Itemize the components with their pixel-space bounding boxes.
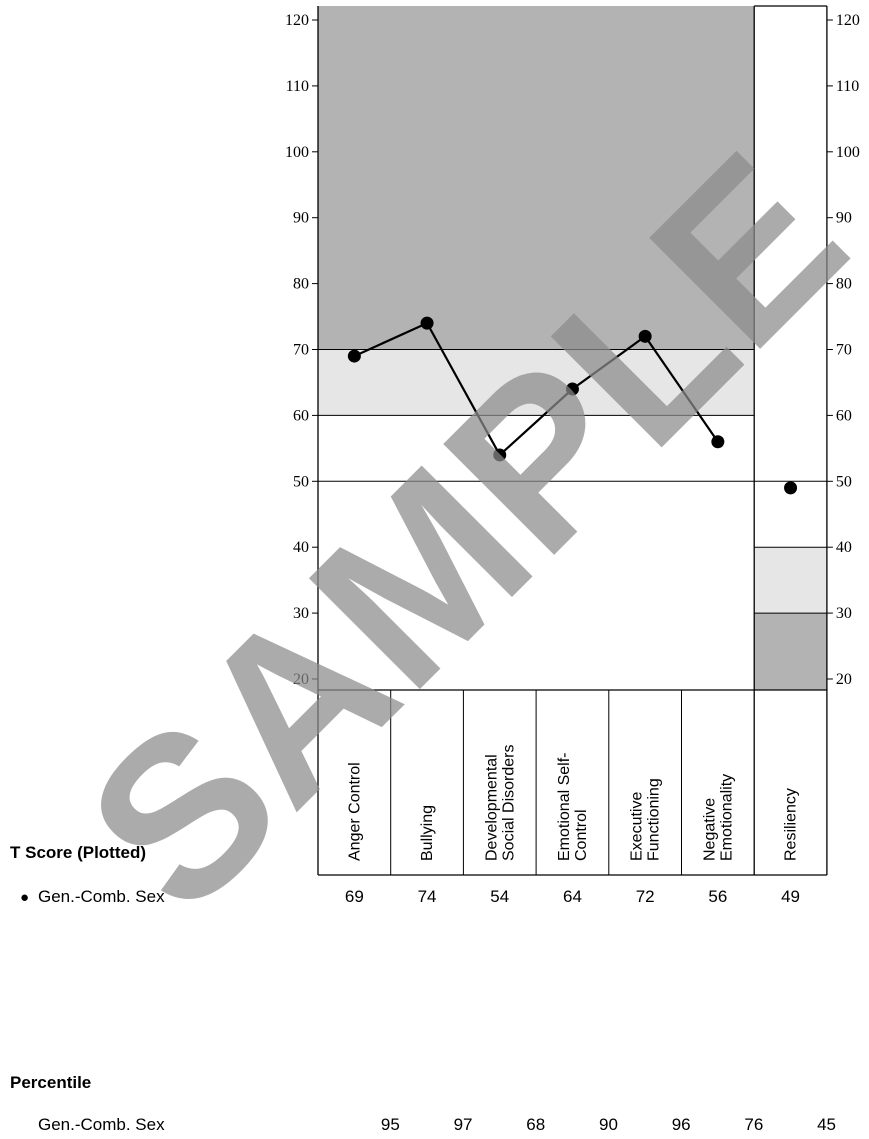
tick-label-right: 90 <box>836 210 852 227</box>
scale-label-line: Emotional Self- <box>556 753 573 862</box>
tick-label-right: 40 <box>836 539 852 556</box>
scale-label-line: Control <box>573 809 590 861</box>
tick-label-right: 20 <box>836 671 852 688</box>
adaptive-band-dark <box>754 613 827 690</box>
tick-label-left: 70 <box>293 342 309 359</box>
data-point <box>638 329 652 343</box>
percentile-value: 97 <box>454 1115 473 1134</box>
tick-label-right: 60 <box>836 407 852 424</box>
t-score-value: 72 <box>636 887 655 906</box>
t-score-value: 64 <box>563 887 582 906</box>
scale-label: Bullying <box>419 805 436 861</box>
tick-label-left: 110 <box>286 78 309 95</box>
left-axis: 20 30 40 50 60 70 80 90 100 110 120 <box>285 12 318 688</box>
tick-label-left: 90 <box>293 210 309 227</box>
data-point <box>420 316 434 330</box>
scale-label: Resiliency <box>783 788 800 861</box>
scale-label: Emotional Self-Control <box>556 753 590 862</box>
percentile-row-label: Gen.-Comb. Sex <box>38 1115 165 1134</box>
reference-lines <box>318 349 827 614</box>
scale-label: NegativeEmotionality <box>701 774 735 861</box>
scale-label-line: Negative <box>701 798 718 861</box>
series-gen-comb-sex <box>347 316 798 495</box>
scale-label-line: Social Disorders <box>500 745 517 861</box>
tick-label-left: 100 <box>285 144 309 161</box>
scale-label: ExecutiveFunctioning <box>629 778 663 861</box>
t-score-value: 54 <box>490 887 509 906</box>
tick-label-left: 120 <box>285 12 309 29</box>
tick-label-left: 30 <box>293 605 309 622</box>
data-point <box>493 448 507 462</box>
scale-label-line: Developmental <box>483 754 500 861</box>
percentile-title: Percentile <box>10 1073 91 1092</box>
data-point <box>347 349 361 363</box>
tick-label-left: 40 <box>293 539 309 556</box>
scale-label-line: Emotionality <box>718 774 735 861</box>
tick-label-right: 30 <box>836 605 852 622</box>
chart-frame <box>317 5 828 876</box>
percentile-value: 95 <box>381 1115 400 1134</box>
data-point <box>784 481 798 495</box>
scale-label-line: Anger Control <box>346 762 363 861</box>
tick-label-left: 50 <box>293 473 309 490</box>
clinical-band-light <box>318 349 755 416</box>
scale-labels: Anger Control Bullying DevelopmentalSocial… <box>346 745 799 861</box>
t-score-value: 49 <box>781 887 800 906</box>
right-axis: 20 30 40 50 60 70 80 90 100 110 120 <box>826 12 860 688</box>
scale-label: DevelopmentalSocial Disorders <box>483 745 517 861</box>
t-score-title: T Score (Plotted) <box>10 843 146 862</box>
tick-label-right: 120 <box>836 12 860 29</box>
tick-label-left: 60 <box>293 407 309 424</box>
tick-label-right: 80 <box>836 276 852 293</box>
scale-label-line: Bullying <box>419 805 436 861</box>
data-point <box>565 382 579 396</box>
percentile-value: 90 <box>599 1115 618 1134</box>
percentile-values: 95 97 68 90 96 76 45 <box>381 1115 836 1134</box>
adaptive-band-light <box>754 547 827 614</box>
percentile-value: 96 <box>672 1115 691 1134</box>
t-score-value: 56 <box>708 887 727 906</box>
percentile-value: 68 <box>526 1115 545 1134</box>
clinical-band-dark <box>318 6 755 350</box>
data-point <box>711 435 725 449</box>
t-score-row-marker: ● <box>20 889 29 906</box>
t-score-value: 74 <box>418 887 437 906</box>
score-bands <box>318 6 827 690</box>
tick-label-right: 100 <box>836 144 860 161</box>
tick-label-right: 70 <box>836 342 852 359</box>
percentile-value: 76 <box>744 1115 763 1134</box>
scale-label: Anger Control <box>346 762 363 861</box>
tick-label-right: 50 <box>836 473 852 490</box>
series-line <box>353 321 719 457</box>
t-score-values: 69 74 54 64 72 56 49 <box>345 887 800 906</box>
scale-label-line: Resiliency <box>783 788 800 861</box>
scale-label-line: Functioning <box>646 778 663 861</box>
tick-label-left: 20 <box>293 671 309 688</box>
scale-label-line: Executive <box>629 792 646 861</box>
t-score-value: 69 <box>345 887 364 906</box>
tick-label-right: 110 <box>836 78 859 95</box>
t-score-row-label: Gen.-Comb. Sex <box>38 887 165 906</box>
tick-label-left: 80 <box>293 276 309 293</box>
percentile-value: 45 <box>817 1115 836 1134</box>
